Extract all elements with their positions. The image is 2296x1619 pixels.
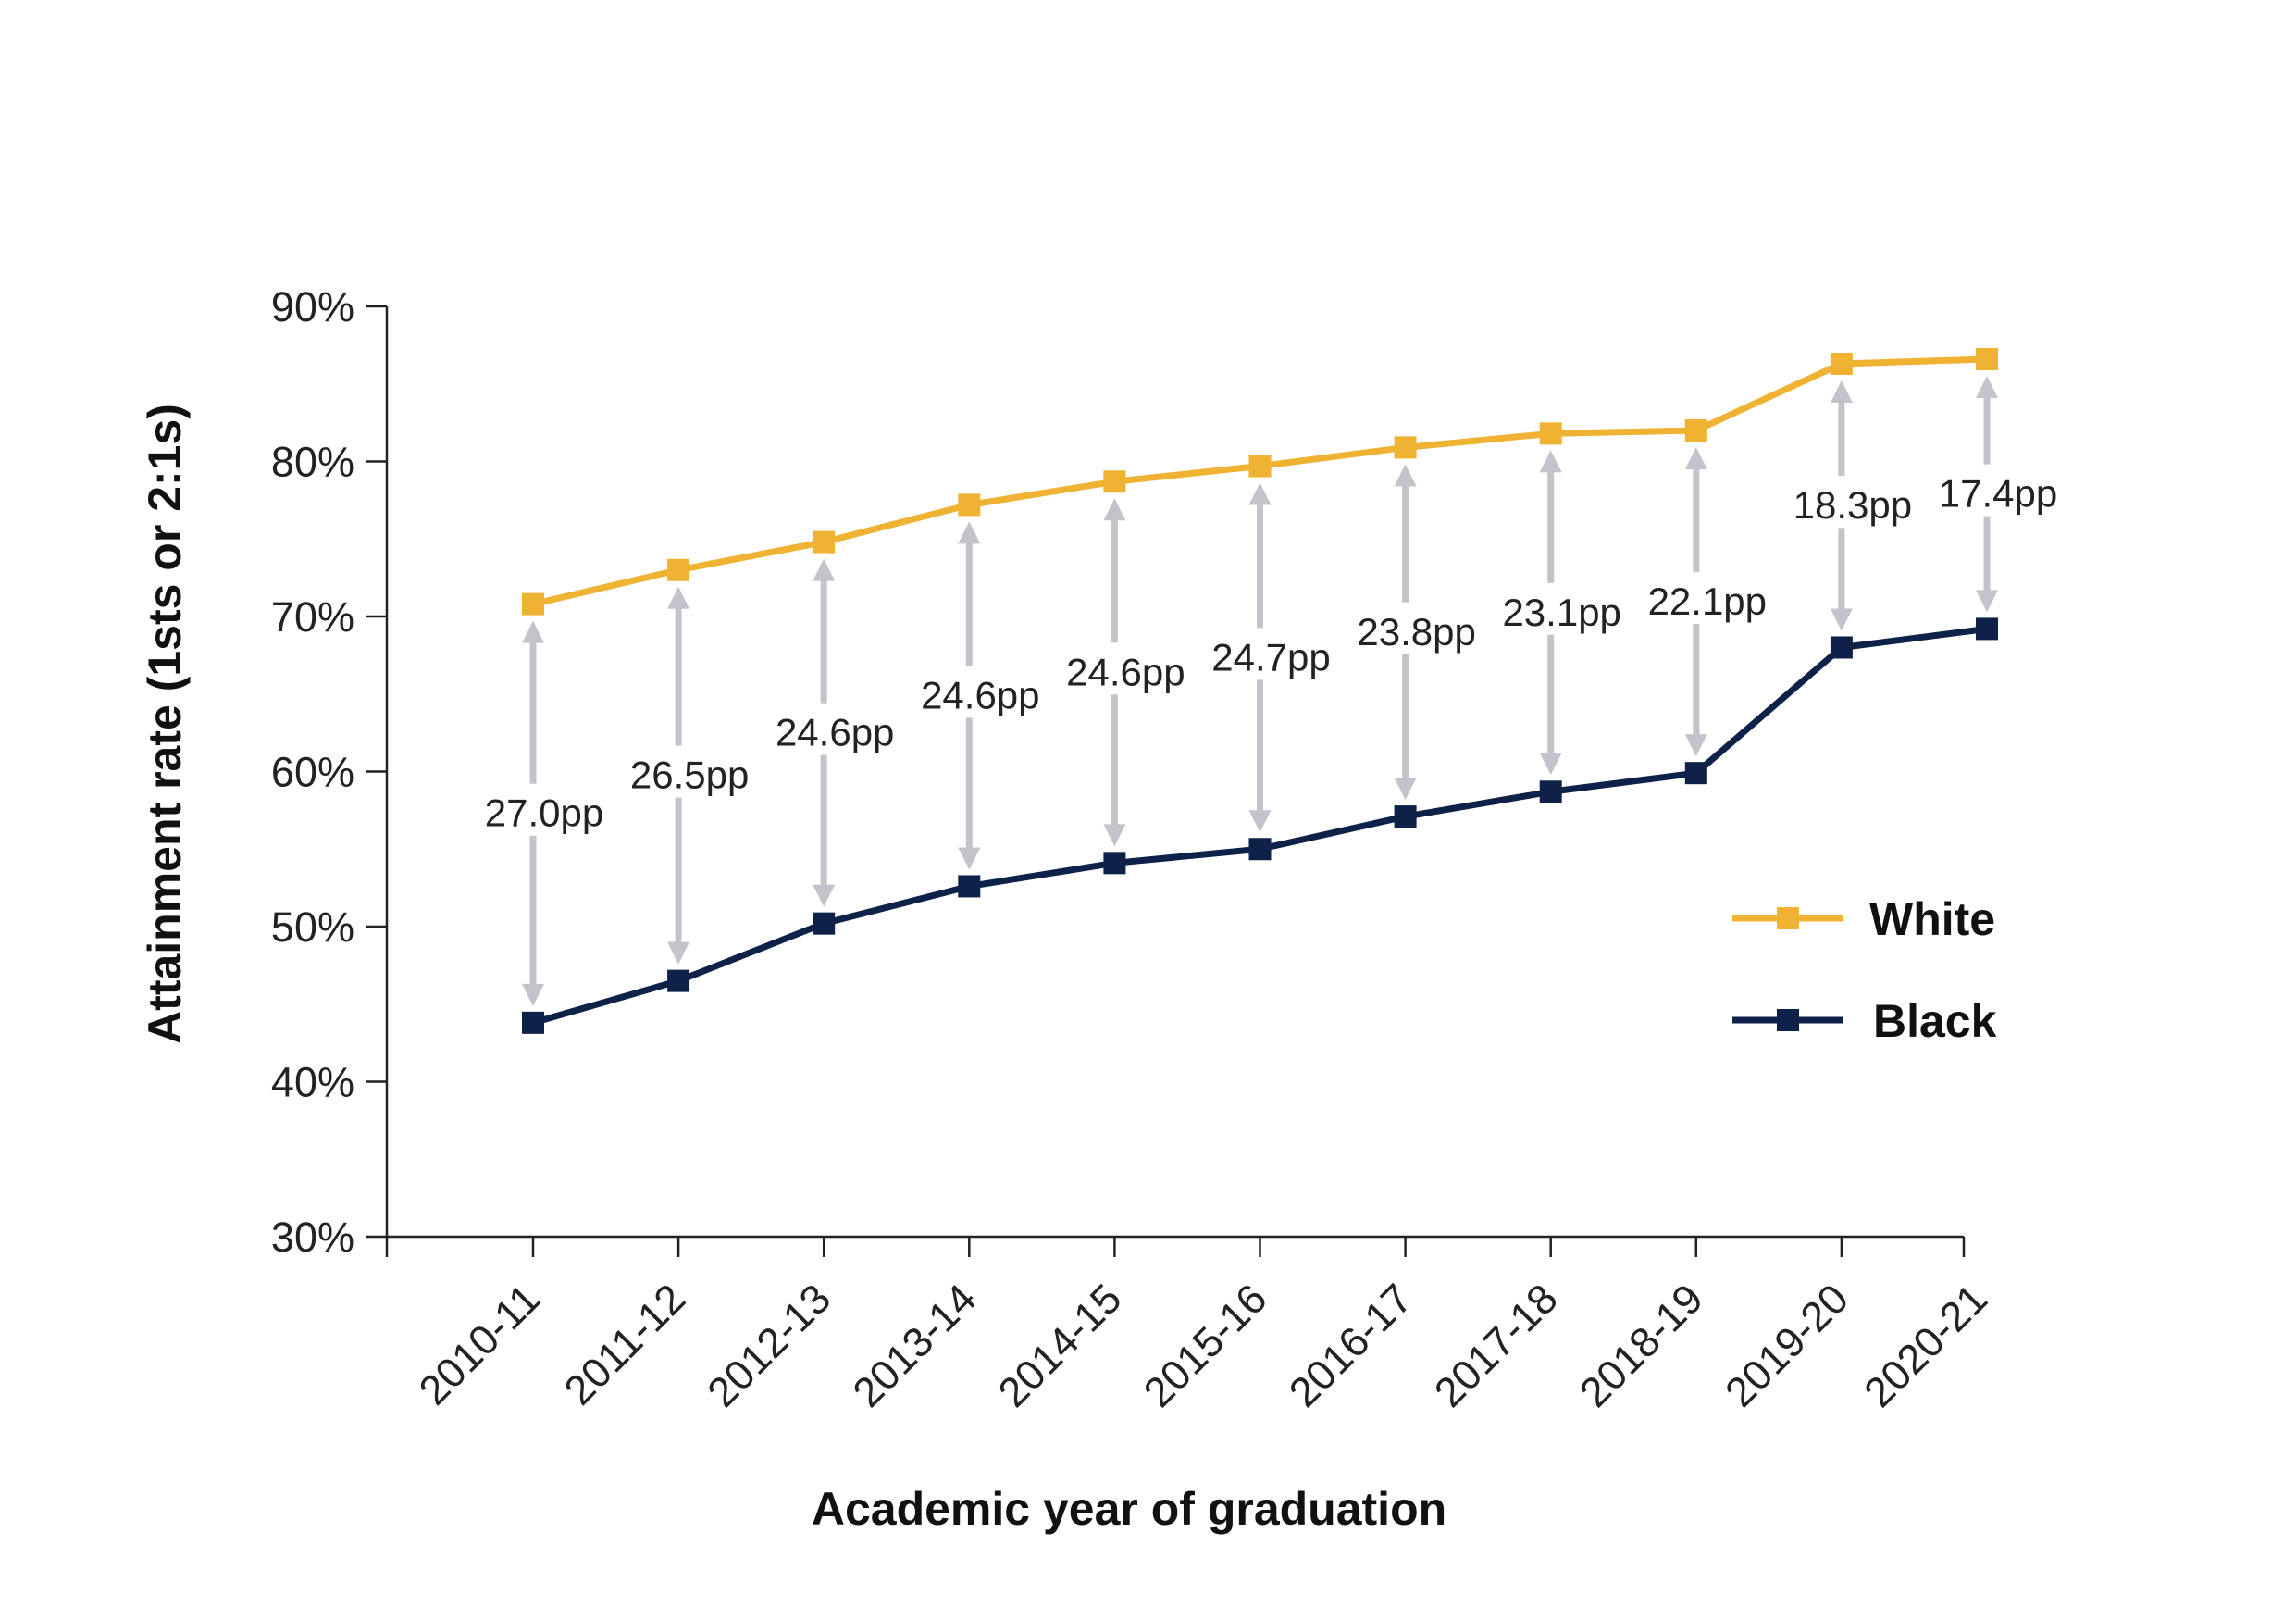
arrow-head-up [667, 586, 690, 609]
x-axis-title: Academic year of graduation [812, 1483, 1446, 1535]
gap-label: 26.5pp [630, 753, 749, 797]
y-tick-label: 60% [271, 749, 354, 796]
data-point-white [522, 592, 544, 616]
gap-label: 18.3pp [1793, 483, 1912, 527]
x-tick-label: 2020-21 [1855, 1275, 1996, 1416]
series-lines [522, 347, 1998, 1034]
data-point-black [1976, 617, 1998, 641]
y-axis-title: Attainment rate (1sts or 2:1s) [139, 404, 191, 1044]
gap-label: 24.6pp [776, 711, 894, 754]
legend-black-label: Black [1873, 995, 1997, 1047]
x-tick-label: 2019-20 [1716, 1275, 1857, 1416]
data-point-white [813, 530, 836, 554]
legend-black-marker [1777, 1009, 1799, 1031]
legend-white-label: White [1869, 893, 1995, 945]
arrow-head-down [958, 847, 981, 870]
data-point-white [667, 558, 690, 581]
gap-label-bg [614, 745, 744, 798]
gap-label-bg [1922, 464, 2052, 517]
data-point-black [1684, 762, 1707, 785]
data-point-black [958, 875, 981, 898]
data-point-white [1830, 352, 1853, 375]
arrow-head-up [1248, 482, 1272, 505]
arrow-head-up [1394, 464, 1417, 487]
data-point-black [1539, 780, 1562, 803]
data-point-black [813, 912, 836, 935]
gap-label: 27.0pp [485, 791, 603, 835]
arrow-head-down [1539, 753, 1562, 776]
arrow-head-up [522, 620, 544, 643]
data-point-white [958, 493, 981, 517]
data-point-black [1248, 838, 1272, 861]
y-tick-label: 50% [271, 903, 354, 951]
gap-label-bg [759, 703, 889, 755]
arrow-head-down [1684, 734, 1707, 757]
arrow-head-up [958, 521, 981, 544]
data-point-white [1684, 419, 1707, 442]
gap-label-bg [1631, 572, 1761, 625]
gap-label: 22.1pp [1648, 579, 1767, 623]
arrow-head-up [1539, 450, 1562, 473]
data-point-white [1103, 470, 1126, 493]
arrow-head-up [1976, 375, 1998, 398]
gap-label-bg [1340, 602, 1471, 654]
gap-label-bg [1195, 628, 1325, 680]
arrow-head-up [1103, 498, 1126, 521]
data-point-black [667, 969, 690, 992]
x-tick-label: 2017-18 [1425, 1275, 1567, 1416]
arrow-head-down [1976, 590, 1998, 613]
gap-label: 23.8pp [1357, 610, 1475, 654]
y-tick-label: 70% [271, 593, 354, 641]
arrow-head-down [1394, 778, 1417, 801]
gap-label: 23.1pp [1502, 591, 1620, 634]
gap-label: 24.6pp [1066, 650, 1185, 693]
y-tick-label: 90% [271, 283, 354, 330]
data-point-black [1830, 636, 1853, 659]
arrow-head-down [667, 941, 690, 965]
arrow-head-down [1830, 608, 1853, 631]
arrow-head-down [813, 884, 836, 907]
data-point-black [522, 1011, 544, 1034]
data-point-black [1394, 805, 1417, 828]
x-tick-label: 2016-17 [1280, 1275, 1421, 1416]
y-tick-label: 40% [271, 1059, 354, 1106]
gap-label-bg [1485, 582, 1616, 635]
arrow-head-down [1248, 810, 1272, 833]
gap-label: 24.7pp [1211, 635, 1330, 679]
x-tick-label: 2010-11 [410, 1275, 549, 1414]
data-point-white [1976, 347, 1998, 370]
x-tick-label: 2018-19 [1570, 1275, 1712, 1416]
y-tick-label: 30% [271, 1214, 354, 1261]
data-point-black [1103, 852, 1126, 875]
gap-label-bg [1049, 642, 1180, 695]
data-point-white [1539, 422, 1562, 445]
gap-label-bg [904, 666, 1035, 718]
arrow-head-down [1103, 824, 1126, 847]
gap-label-bg [1776, 476, 1906, 529]
x-tick-label: 2015-16 [1135, 1275, 1276, 1416]
legend-white-marker [1777, 907, 1799, 929]
gap-labels: 27.0pp 26.5pp 24.6pp 24.6pp 24.6pp 24.7pp 23.8… [468, 464, 2057, 836]
y-tick-label: 80% [271, 439, 354, 486]
gap-label-bg [468, 783, 598, 836]
x-tick-label: 2012-13 [698, 1275, 839, 1416]
data-point-white [1248, 455, 1272, 478]
arrow-head-up [1830, 380, 1853, 403]
arrow-head-up [1684, 447, 1707, 469]
arrow-head-up [813, 558, 836, 581]
x-tick-label: 2013-14 [844, 1275, 986, 1416]
gap-label: 17.4pp [1939, 472, 2057, 516]
arrow-head-down [522, 983, 544, 1006]
legend: White Black [1732, 893, 1997, 1047]
x-tick-label: 2014-15 [989, 1275, 1131, 1416]
x-tick-label: 2011-12 [555, 1275, 694, 1414]
gap-label: 24.6pp [921, 673, 1039, 716]
data-point-white [1394, 436, 1417, 459]
